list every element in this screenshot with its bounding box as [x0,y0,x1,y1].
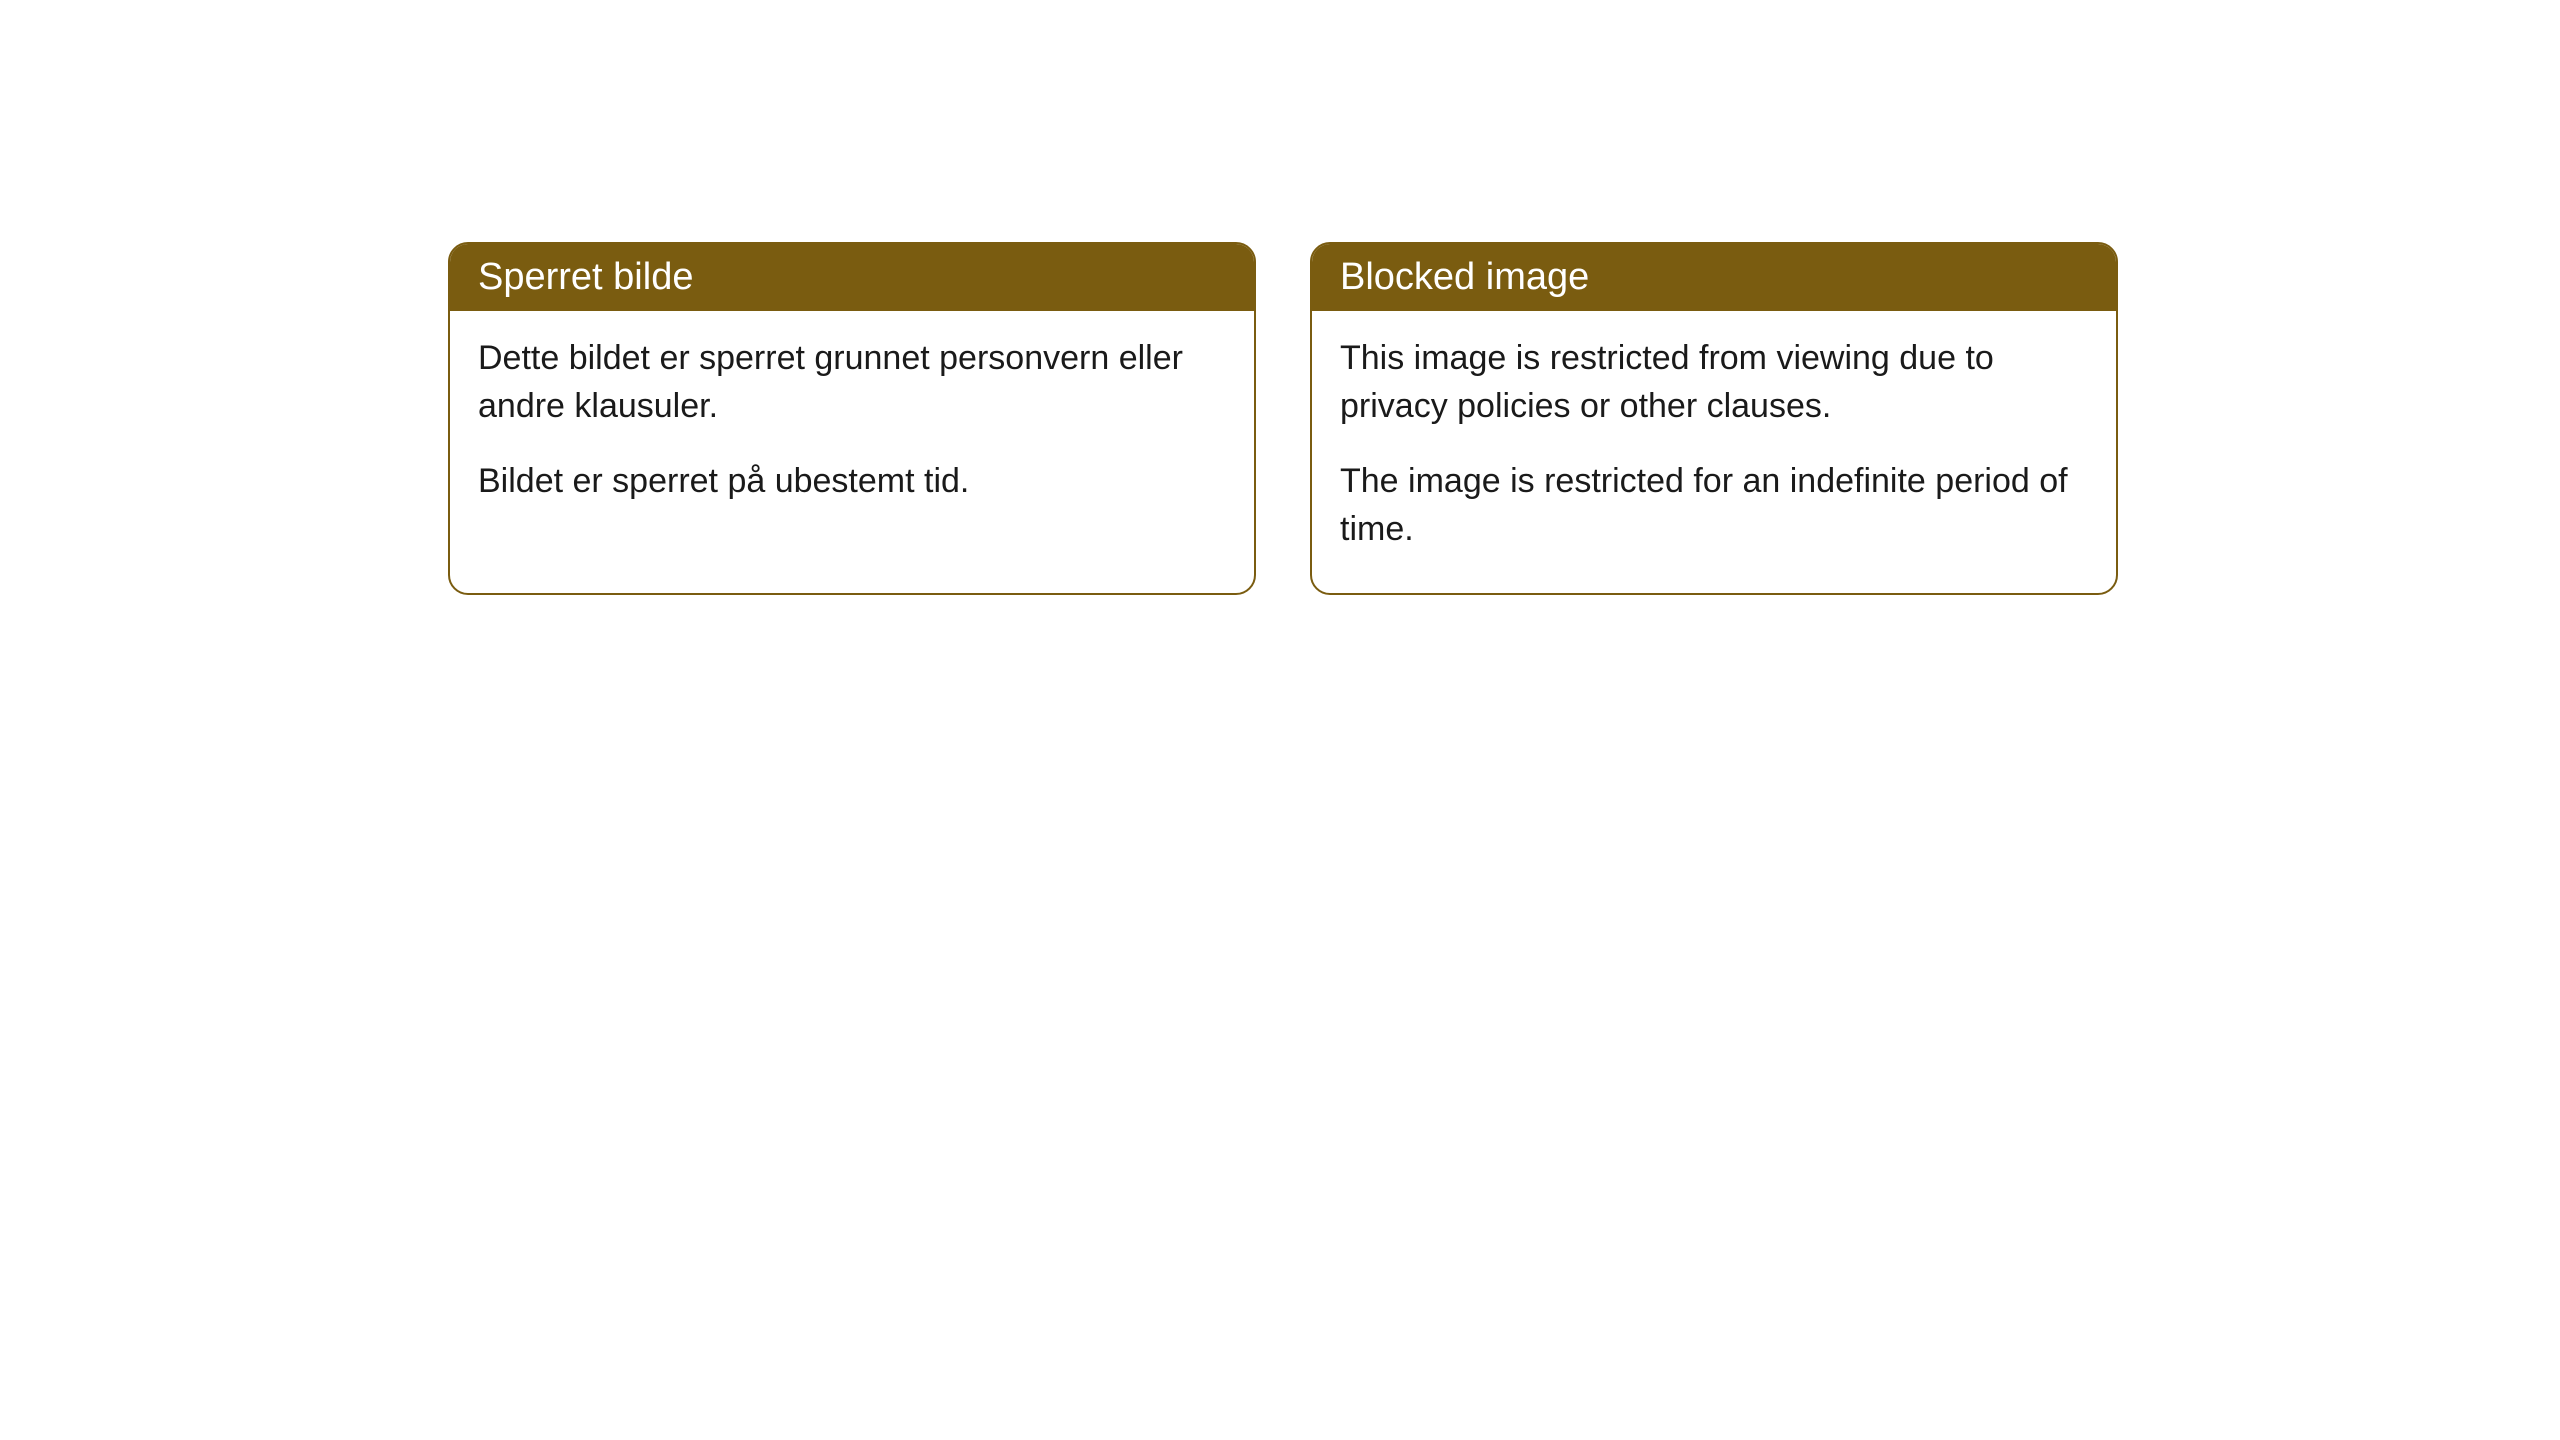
notice-title: Blocked image [1340,256,1589,298]
notice-card-norwegian: Sperret bilde Dette bildet er sperret gr… [448,242,1256,595]
notice-card-header: Blocked image [1312,244,2116,311]
notice-paragraph: Bildet er sperret på ubestemt tid. [478,458,1226,506]
notice-card-english: Blocked image This image is restricted f… [1310,242,2118,595]
notice-paragraph: The image is restricted for an indefinit… [1340,458,2088,553]
notice-paragraph: Dette bildet er sperret grunnet personve… [478,335,1226,430]
notice-container: Sperret bilde Dette bildet er sperret gr… [0,0,2560,595]
notice-card-body: Dette bildet er sperret grunnet personve… [450,311,1254,546]
notice-card-header: Sperret bilde [450,244,1254,311]
notice-title: Sperret bilde [478,256,693,298]
notice-paragraph: This image is restricted from viewing du… [1340,335,2088,430]
notice-card-body: This image is restricted from viewing du… [1312,311,2116,593]
